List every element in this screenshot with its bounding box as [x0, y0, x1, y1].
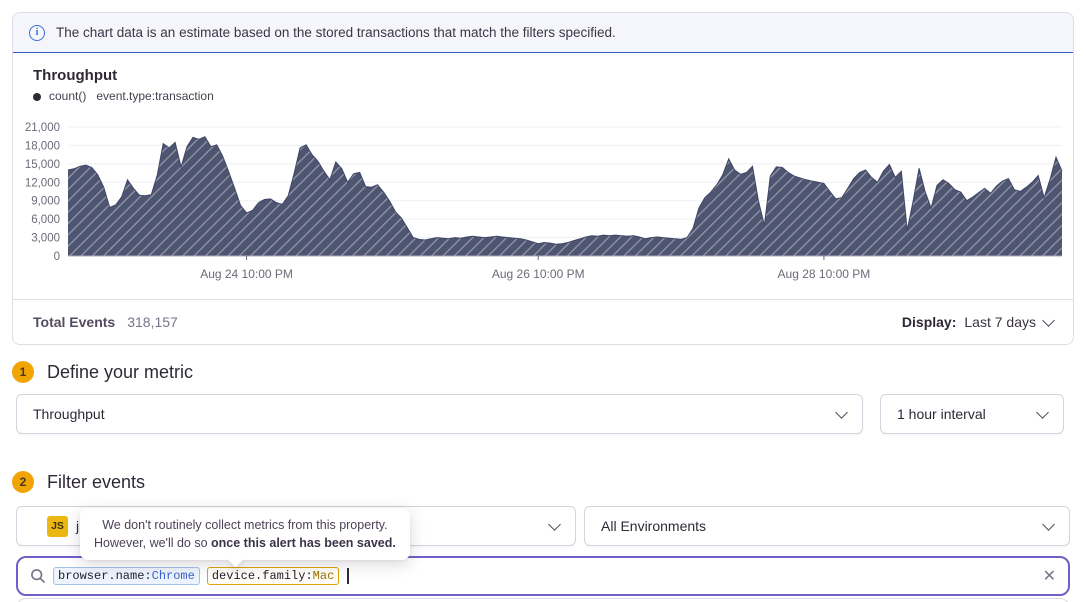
banner-text: The chart data is an estimate based on t…: [56, 25, 616, 40]
svg-text:Aug 24 10:00 PM: Aug 24 10:00 PM: [200, 267, 293, 281]
svg-text:6,000: 6,000: [31, 214, 60, 226]
display-range-dropdown[interactable]: Display: Last 7 days: [901, 313, 1055, 330]
environment-select[interactable]: All Environments: [584, 506, 1070, 546]
step-2-badge: 2: [12, 471, 34, 493]
filter-token-browser-name[interactable]: browser.name: Chrome: [53, 567, 200, 585]
svg-text:12,000: 12,000: [25, 177, 60, 189]
svg-text:0: 0: [54, 251, 60, 263]
total-events: Total Events 318,157: [33, 314, 178, 330]
svg-text:Aug 26 10:00 PM: Aug 26 10:00 PM: [492, 267, 585, 281]
estimate-info-banner: i The chart data is an estimate based on…: [13, 13, 1073, 53]
throughput-area-chart: 0 3,000 6,000 9,000 12,000 15,000 18,000 21,000…: [25, 122, 1063, 281]
interval-select-value: 1 hour interval: [897, 406, 986, 422]
search-icon: [30, 568, 46, 584]
svg-text:18,000: 18,000: [25, 140, 60, 152]
tooltip-line-2: However, we'll do so once this alert has…: [94, 536, 396, 551]
throughput-chart-card: i The chart data is an estimate based on…: [12, 12, 1074, 345]
chevron-down-icon: [548, 517, 561, 531]
svg-text:9,000: 9,000: [31, 196, 60, 208]
chevron-down-icon: [1042, 313, 1055, 327]
chart-title: Throughput: [33, 67, 118, 84]
metric-select-value: Throughput: [33, 406, 105, 422]
total-events-label: Total Events: [33, 314, 116, 330]
text-cursor: [347, 568, 349, 584]
chart-body: Throughput count() event.type:transactio…: [13, 53, 1073, 299]
legend-filter-label: event.type:transaction: [96, 89, 214, 103]
chart-footer: Total Events 318,157 Display: Last 7 day…: [13, 299, 1073, 344]
display-value: Last 7 days: [964, 314, 1036, 330]
interval-select[interactable]: 1 hour interval: [880, 394, 1064, 434]
section-define-metric: 1 Define your metric: [12, 361, 193, 383]
chevron-down-icon: [1036, 405, 1049, 419]
display-label: Display:: [901, 314, 957, 330]
series-dot-icon: [33, 92, 41, 101]
svg-text:3,000: 3,000: [31, 233, 60, 245]
chart-legend: count() event.type:transaction: [33, 89, 1073, 104]
legend-series-label: count(): [49, 89, 87, 103]
metrics-property-tooltip: We don't routinely collect metrics from …: [80, 508, 410, 561]
javascript-platform-icon: JS: [47, 515, 68, 537]
total-events-value: 318,157: [127, 314, 178, 330]
project-select-value: j: [76, 518, 80, 534]
chevron-down-icon: [1042, 517, 1055, 531]
clear-search-icon[interactable]: ✕: [1042, 566, 1056, 585]
next-field-partial[interactable]: [16, 598, 1070, 602]
tooltip-line-1: We don't routinely collect metrics from …: [102, 518, 388, 532]
environment-select-value: All Environments: [601, 518, 707, 534]
svg-text:Aug 28 10:00 PM: Aug 28 10:00 PM: [778, 267, 871, 281]
filter-search-input[interactable]: browser.name: Chrome device.family: Mac ✕: [16, 556, 1070, 596]
section-2-title: Filter events: [47, 471, 146, 492]
svg-text:21,000: 21,000: [25, 122, 60, 134]
step-1-badge: 1: [12, 361, 34, 383]
section-filter-events: 2 Filter events: [12, 471, 145, 493]
svg-text:15,000: 15,000: [25, 159, 60, 171]
section-1-title: Define your metric: [47, 361, 194, 382]
metric-select[interactable]: Throughput: [16, 394, 863, 434]
chevron-down-icon: [835, 405, 848, 419]
filter-token-device-family[interactable]: device.family: Mac: [206, 567, 340, 585]
info-icon: i: [29, 24, 45, 41]
